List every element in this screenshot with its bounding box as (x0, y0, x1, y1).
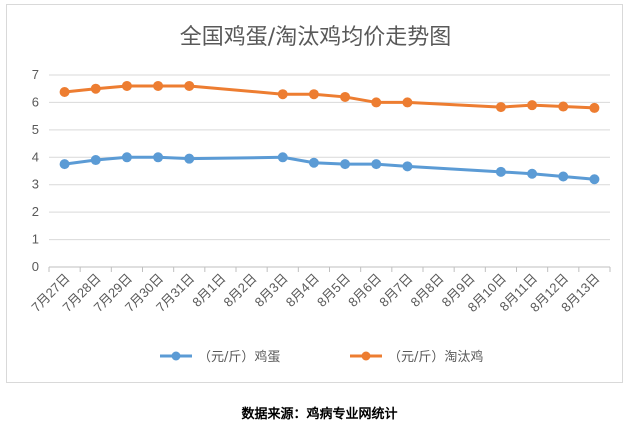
data-point (184, 153, 195, 164)
series-line-1 (63, 155, 596, 181)
y-axis-ticks: 0 1 2 3 4 5 6 7 (32, 67, 39, 274)
series-points (59, 80, 600, 185)
data-point (59, 87, 70, 98)
data-point (527, 100, 538, 111)
chart-title: 全国鸡蛋/淘汰鸡均价走势图 (179, 25, 452, 50)
x-tick-label: 8月3日 (252, 271, 291, 310)
data-point (90, 155, 101, 166)
data-point (495, 166, 506, 177)
legend-swatch-marker (361, 351, 371, 361)
x-tick-label: 8月6日 (345, 271, 384, 310)
data-point (121, 80, 132, 91)
grid-lines (49, 74, 610, 241)
data-point (184, 80, 195, 91)
y-tick-label: 1 (32, 232, 39, 247)
x-tick-label: 8月7日 (376, 271, 415, 310)
legend: （元/斤）鸡蛋 （元/斤）淘汰鸡 (160, 349, 483, 365)
data-point (371, 159, 382, 170)
data-point (589, 102, 600, 113)
data-point (558, 171, 569, 182)
data-point (90, 83, 101, 94)
data-source-note: 数据来源：鸡病专业网统计 (241, 407, 398, 422)
y-tick-label: 7 (32, 67, 39, 82)
data-point (308, 89, 319, 100)
data-point (153, 152, 164, 163)
y-tick-label: 5 (32, 122, 39, 137)
series-lines (63, 84, 596, 181)
x-tick-label: 8月4日 (283, 271, 322, 310)
data-point (277, 152, 288, 163)
x-axis-ticks: 7月27日7月28日7月29日7月30日7月31日8月1日8月2日8月3日8月4… (28, 271, 602, 315)
x-tick-label: 8月8日 (407, 271, 446, 310)
data-point (121, 152, 132, 163)
y-tick-label: 0 (32, 259, 39, 274)
data-point (589, 174, 600, 185)
chart-frame: 全国鸡蛋/淘汰鸡均价走势图 (6, 4, 623, 383)
data-point (527, 168, 538, 179)
y-tick-label: 2 (32, 204, 39, 219)
data-point (558, 101, 569, 112)
y-tick-label: 3 (32, 177, 39, 192)
data-point (402, 97, 413, 108)
legend-label: （元/斤）鸡蛋 (198, 349, 280, 365)
x-tick-label: 8月2日 (220, 271, 259, 310)
legend-swatch-marker (171, 351, 181, 361)
y-tick-label: 6 (32, 94, 39, 109)
series-line-2 (63, 84, 596, 110)
x-tick-label: 8月5日 (314, 271, 353, 310)
data-point (495, 102, 506, 113)
data-point (402, 161, 413, 172)
data-point (59, 159, 70, 170)
y-tick-label: 4 (32, 149, 39, 164)
data-point (371, 97, 382, 108)
x-axis (48, 266, 611, 272)
data-point (277, 89, 288, 100)
data-point (308, 157, 319, 168)
data-point (340, 159, 351, 170)
data-point (340, 91, 351, 102)
x-tick-label: 8月1日 (189, 271, 228, 310)
data-point (153, 80, 164, 91)
legend-label: （元/斤）淘汰鸡 (388, 349, 483, 365)
